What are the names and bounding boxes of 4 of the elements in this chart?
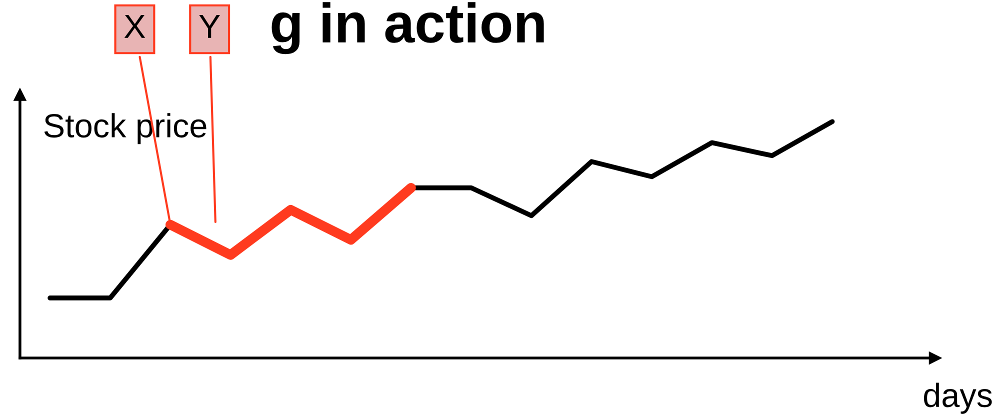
chart-title: g in action <box>272 2 544 54</box>
text: Y <box>199 14 220 38</box>
x-axis-title: days <box>924 382 992 414</box>
text: X <box>124 14 146 38</box>
